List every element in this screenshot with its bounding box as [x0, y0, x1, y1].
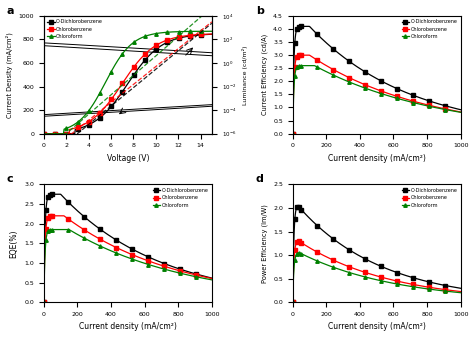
Legend: O-Dichlorobenzene, Chlorobenzene, Chloroform: O-Dichlorobenzene, Chlorobenzene, Chloro…	[46, 18, 104, 40]
Legend: O-Dichlorobenzene, Chlorobenzene, Chloroform: O-Dichlorobenzene, Chlorobenzene, Chloro…	[401, 187, 458, 209]
Text: b: b	[256, 5, 264, 16]
Y-axis label: Power Efficiency (lm/W): Power Efficiency (lm/W)	[261, 204, 267, 283]
Text: d: d	[256, 174, 264, 184]
Y-axis label: Current Efficiency (cd/A): Current Efficiency (cd/A)	[261, 34, 267, 115]
Legend: O-Dichlorobenzene, Chlorobenzene, Chloroform: O-Dichlorobenzene, Chlorobenzene, Chloro…	[401, 18, 458, 40]
Text: c: c	[7, 174, 13, 184]
Y-axis label: EQE(%): EQE(%)	[9, 229, 18, 257]
Y-axis label: Luminance (cd/m²): Luminance (cd/m²)	[242, 45, 247, 104]
X-axis label: Current density (mA/cm²): Current density (mA/cm²)	[328, 154, 426, 163]
Text: a: a	[7, 5, 14, 16]
X-axis label: Voltage (V): Voltage (V)	[107, 154, 149, 163]
X-axis label: Current density (mA/cm²): Current density (mA/cm²)	[328, 323, 426, 332]
X-axis label: Current density (mA/cm²): Current density (mA/cm²)	[79, 323, 177, 332]
Legend: O-Dichlorobenzene, Chlorobenzene, Chloroform: O-Dichlorobenzene, Chlorobenzene, Chloro…	[152, 187, 210, 209]
Y-axis label: Current Density (mA/cm²): Current Density (mA/cm²)	[6, 32, 13, 118]
